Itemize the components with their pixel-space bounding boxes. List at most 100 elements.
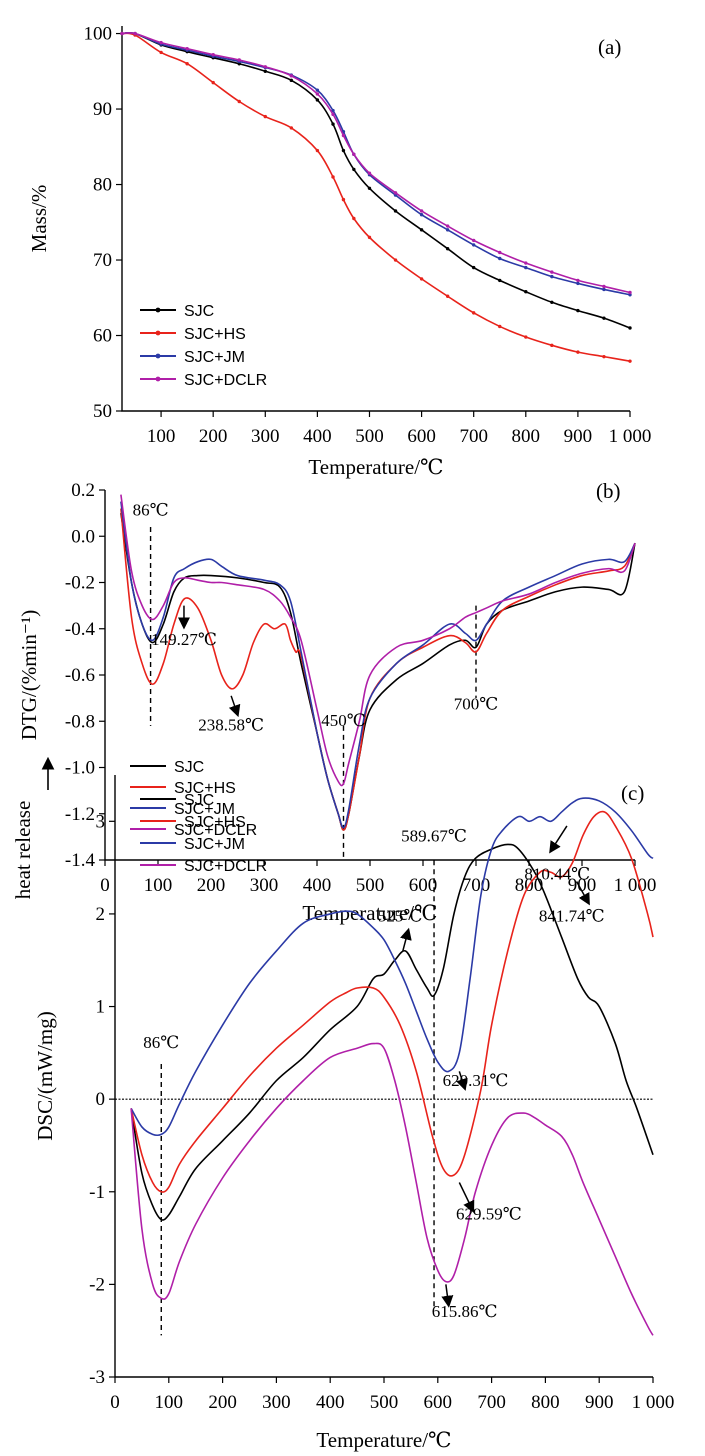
data-point [211, 52, 215, 57]
peak-annotation: 525℃ [378, 906, 423, 925]
legend-label: SJC+DCLR [184, 858, 267, 875]
annotation-arrow-icon [458, 1182, 475, 1213]
data-point [393, 191, 398, 195]
data-point [445, 228, 450, 232]
peak-annotation: 841.74℃ [539, 906, 605, 925]
x-tick-label: 1 000 [609, 426, 652, 447]
data-point [263, 65, 267, 69]
data-point [352, 167, 356, 172]
x-tick-label: 700 [462, 875, 491, 896]
x-tick-label: 300 [262, 1392, 291, 1413]
data-point [602, 287, 606, 292]
y-tick-label: 3 [96, 811, 106, 832]
data-point [331, 112, 335, 117]
data-point [550, 270, 554, 274]
data-point [315, 98, 320, 102]
data-point [352, 152, 356, 157]
legend-marker [155, 307, 161, 313]
data-point [498, 278, 502, 283]
data-point [628, 326, 632, 330]
x-tick-label: 100 [155, 1392, 184, 1413]
data-point [419, 277, 424, 281]
data-point [419, 209, 424, 213]
y-axis-label: DSC/(mW/mg) [33, 1011, 57, 1141]
panel-a-mass-chart: 50 60 70 80 90 100 100 200 300 400 500 600 700 800 900… [27, 24, 651, 479]
legend-label: SJC [174, 759, 204, 776]
data-point [550, 274, 554, 279]
data-point [628, 290, 632, 295]
x-tick-label: 800 [531, 1392, 560, 1413]
data-point [331, 108, 335, 113]
legend-marker [155, 376, 161, 382]
x-axis-label: Temperature/℃ [308, 455, 443, 479]
data-point [471, 311, 476, 315]
legend-label: SJC+DCLR [174, 822, 257, 839]
annotation-arrow-icon [441, 1284, 454, 1308]
panel-label: (b) [596, 479, 621, 503]
data-point [341, 148, 346, 153]
data-point [498, 324, 502, 329]
series-line-sjc-dclr [120, 494, 636, 787]
y-tick-label: 90 [93, 99, 112, 120]
x-tick-label: 400 [303, 875, 332, 896]
x-tick-label: 900 [585, 1392, 614, 1413]
y-tick-label: 1 [96, 997, 106, 1018]
series-line-sjc-hs [130, 810, 654, 1193]
y-tick-label: -0.2 [65, 573, 95, 594]
data-point [445, 246, 450, 251]
data-point [315, 148, 320, 153]
annotation-arrow-icon [400, 927, 412, 952]
data-point [576, 308, 580, 313]
x-tick-label: 600 [407, 426, 436, 447]
peak-annotation: 86℃ [133, 500, 169, 519]
data-point [289, 78, 294, 83]
data-point [185, 46, 189, 51]
data-point [550, 300, 554, 304]
data-point [185, 62, 189, 66]
data-point [471, 243, 476, 247]
x-tick-label: 300 [251, 426, 280, 447]
data-point [352, 216, 356, 221]
legend-label: SJC [184, 792, 214, 809]
series-line-sjc-dclr [130, 1042, 654, 1336]
y-tick-label: -0.8 [65, 711, 95, 732]
y-tick-label: -3 [89, 1367, 105, 1388]
peak-annotation: 149.27℃ [151, 630, 217, 649]
y-tick-label: -1.0 [65, 758, 95, 779]
x-tick-label: 1 000 [632, 1392, 675, 1413]
x-tick-label: 400 [316, 1392, 345, 1413]
series-line-sjc-jm [120, 501, 636, 829]
annotation-arrow-icon [456, 1071, 468, 1091]
annotation-arrow-icon [228, 695, 241, 718]
x-tick-label: 0 [100, 875, 110, 896]
y-tick-label: -1.2 [65, 804, 95, 825]
data-point [289, 126, 294, 130]
x-tick-label: 200 [197, 875, 226, 896]
data-point [524, 265, 528, 270]
data-point [628, 359, 632, 363]
y-tick-label: -0.6 [65, 665, 95, 686]
data-point [576, 350, 580, 354]
x-axis-label: Temperature/℃ [316, 1428, 451, 1452]
peak-annotation: 620.31℃ [443, 1071, 509, 1090]
legend-marker [155, 330, 161, 336]
data-point [331, 175, 335, 179]
data-point [237, 58, 241, 62]
data-point [159, 40, 163, 45]
data-point [367, 171, 372, 175]
legend-label: SJC+HS [184, 326, 246, 343]
x-tick-label: 600 [424, 1392, 453, 1413]
x-tick-label: 900 [568, 875, 597, 896]
legend-label: SJC+JM [174, 801, 235, 818]
data-point [602, 284, 606, 289]
data-point [524, 261, 528, 265]
x-tick-label: 500 [355, 426, 384, 447]
panel-label: (c) [621, 781, 644, 805]
x-tick-label: 500 [356, 875, 385, 896]
data-point [498, 256, 502, 261]
legend-label: SJC+JM [184, 349, 245, 366]
legend-label: SJC+HS [174, 780, 236, 797]
data-point [576, 278, 580, 283]
peak-annotation: 810.44℃ [524, 865, 590, 884]
